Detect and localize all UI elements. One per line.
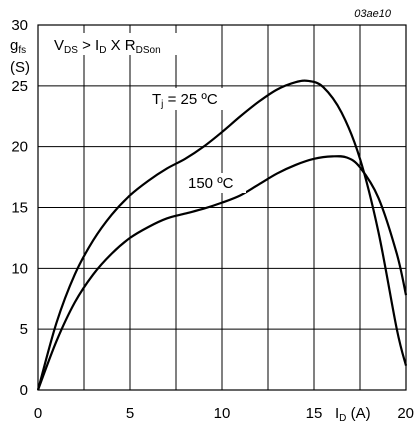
condition-label-bg bbox=[50, 33, 180, 55]
y-axis-unit: (S) bbox=[10, 59, 30, 76]
figure-code: 03ae10 bbox=[354, 8, 392, 20]
tick-labels: 0 5 10 15 20 25 30 0 5 10 15 20 bbox=[11, 17, 414, 422]
y-axis-label: gfs bbox=[10, 37, 26, 56]
plot-frame bbox=[37, 24, 407, 391]
y-tick-label: 15 bbox=[11, 200, 28, 217]
series-label-tj-150c: 150 ºC bbox=[188, 175, 234, 192]
series-label-bg-25c bbox=[150, 88, 240, 110]
x-tick-label: 5 bbox=[126, 405, 134, 422]
x-tick-label: 0 bbox=[34, 405, 42, 422]
series-label-bg-150c bbox=[186, 173, 246, 193]
series-label-tj-25c: Tj = 25 ºC bbox=[152, 91, 218, 110]
y-tick-label: 25 bbox=[11, 78, 28, 95]
x-tick-label: 10 bbox=[214, 405, 231, 422]
axes bbox=[37, 24, 407, 391]
y-tick-label: 0 bbox=[20, 382, 28, 399]
x-axis-label: ID (A) bbox=[335, 405, 371, 424]
series-line-tj-25c bbox=[36, 79, 408, 391]
series-line-tj-150c bbox=[36, 155, 408, 391]
y-tick-label: 5 bbox=[20, 321, 28, 338]
grid bbox=[37, 24, 407, 391]
series-lines bbox=[36, 79, 408, 391]
y-tick-label: 30 bbox=[11, 17, 28, 34]
condition-label: VDS > ID X RDSon bbox=[54, 37, 161, 56]
x-tick-label: 15 bbox=[306, 405, 323, 422]
x-tick-label: 20 bbox=[397, 405, 414, 422]
y-tick-label: 10 bbox=[11, 260, 28, 277]
y-tick-label: 20 bbox=[11, 139, 28, 156]
chart-labels: 03ae10 gfs (S) VDS > ID X RDSon Tj = 25 ºC 15… bbox=[10, 8, 392, 424]
